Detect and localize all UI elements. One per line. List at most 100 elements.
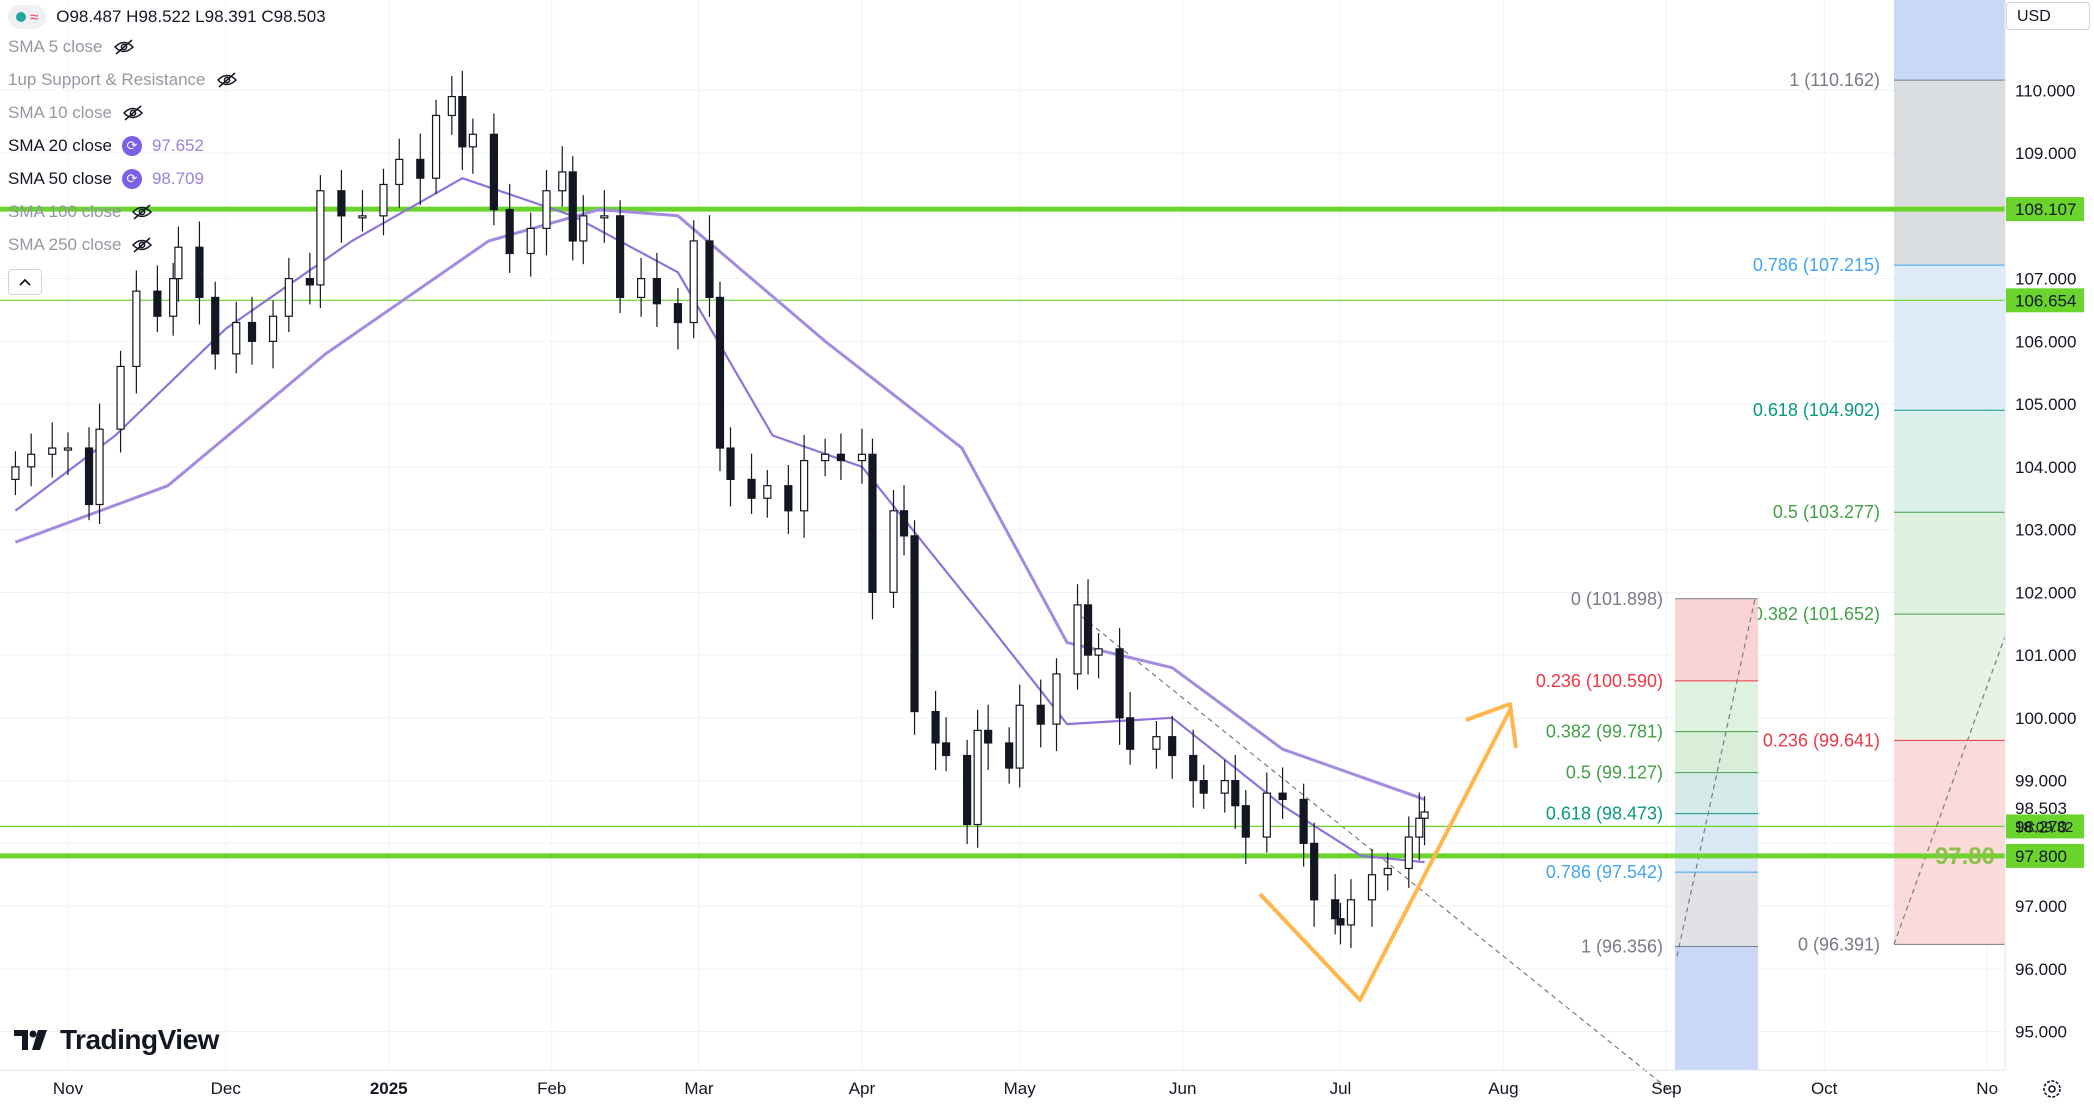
price-tick-label: 95.000 <box>2015 1023 2067 1042</box>
price-axis[interactable] <box>2005 0 2094 1107</box>
candle-body <box>747 478 756 499</box>
candle-body <box>232 321 241 355</box>
fib-level-label: 0.382 (101.652) <box>1753 604 1880 624</box>
indicator-label: SMA 20 close <box>8 135 112 155</box>
indicator-row[interactable]: SMA 100 close <box>8 195 332 228</box>
price-tick-label: 103.000 <box>2015 521 2076 540</box>
indicator-row[interactable]: SMA 5 close <box>8 30 332 63</box>
fib-trend-line <box>1893 636 2006 945</box>
time-tick-label: Dec <box>211 1079 242 1098</box>
indicator-row[interactable]: SMA 250 close <box>8 228 332 261</box>
candle-body <box>889 510 898 593</box>
candle-body <box>1241 805 1250 838</box>
price-tick-label: 100.000 <box>2015 709 2076 728</box>
candle-body <box>1168 736 1177 757</box>
indicator-value: 97.652 <box>151 135 204 155</box>
fib-zone <box>1894 740 2005 945</box>
fib-zone <box>1675 813 1758 873</box>
fib-zone <box>1675 731 1758 773</box>
indicator-row[interactable]: 1up Support & Resistance <box>8 63 332 96</box>
eye-off-icon[interactable] <box>131 236 153 253</box>
fib-zone <box>1894 512 2005 615</box>
candle-body <box>673 303 683 324</box>
candle-body <box>1052 673 1061 725</box>
eye-off-icon[interactable] <box>122 104 144 121</box>
candle-body <box>726 447 735 480</box>
candle-body <box>1404 836 1413 870</box>
indicator-label: SMA 50 close <box>8 168 112 188</box>
time-tick-label: Oct <box>1811 1079 1838 1098</box>
candle-body <box>1126 717 1135 750</box>
fib-zone <box>1894 614 2005 741</box>
fib-level-label: 0 (96.391) <box>1798 934 1880 954</box>
status-pill[interactable]: ≈ <box>8 5 47 29</box>
candle-body <box>931 710 940 744</box>
indicator-list: SMA 5 close 1up Support & Resistance SMA 1… <box>8 30 332 261</box>
candle-body <box>1415 817 1424 838</box>
candle-body <box>153 290 162 317</box>
candle-body <box>784 485 793 512</box>
candle-body <box>1115 648 1124 719</box>
indicator-label: SMA 5 close <box>8 36 103 56</box>
price-badge <box>2006 843 2084 868</box>
cycle-icon[interactable]: ⟳ <box>121 135 142 156</box>
candle-body <box>910 535 919 713</box>
price-tick-label: 110.000 <box>2015 81 2075 100</box>
indicator-row[interactable]: SMA 50 close ⟳ 98.709 <box>8 162 332 195</box>
candle-body <box>447 96 456 117</box>
candle-body <box>689 240 698 324</box>
tradingview-logo-icon <box>14 1030 47 1050</box>
fib-level-label: 0.618 (104.902) <box>1753 400 1880 420</box>
time-tick-label: 2025 <box>370 1079 408 1098</box>
candle-body <box>1083 604 1093 656</box>
last-price-label: 98.503 <box>2015 799 2067 818</box>
candle-body <box>316 190 325 286</box>
fib-level-label: 0.5 (99.127) <box>1566 763 1663 783</box>
candle-body <box>1367 874 1377 901</box>
indicator-legend: ≈ O98.487 H98.522 L98.391 C98.503 SMA 5 … <box>8 4 332 295</box>
price-badge-label: 108.107 <box>2015 200 2076 219</box>
cycle-icon[interactable]: ⟳ <box>121 168 142 189</box>
sma20-line <box>14 177 1425 864</box>
indicator-row[interactable]: SMA 20 close ⟳ 97.652 <box>8 129 332 162</box>
brand-name: TradingView <box>60 1024 219 1055</box>
candle-body <box>1310 842 1319 901</box>
candle-body <box>1015 704 1024 769</box>
indicator-row[interactable]: SMA 10 close <box>8 96 332 129</box>
candle-body <box>1220 779 1229 794</box>
fib-level-label: 1 (110.162) <box>1789 70 1880 90</box>
candle-body <box>984 729 993 744</box>
candle-body <box>132 290 141 368</box>
candle-body <box>337 190 346 217</box>
candle-body <box>763 485 772 499</box>
time-tick-label: Apr <box>849 1079 876 1098</box>
price-badge <box>2006 197 2084 222</box>
candle-body <box>458 96 467 148</box>
eye-off-icon[interactable] <box>131 203 153 220</box>
price-tick-label: 107.000 <box>2015 270 2076 289</box>
gear-icon[interactable] <box>2040 1077 2064 1101</box>
candle-body <box>1036 704 1045 725</box>
candle-body <box>174 246 183 280</box>
currency-selector[interactable]: USD <box>2006 2 2090 30</box>
candle-body <box>1336 918 1345 926</box>
tradingview-logo[interactable]: TradingView <box>14 1024 219 1056</box>
price-tick-label: 102.000 <box>2015 583 2076 602</box>
candle-body <box>963 754 972 826</box>
candle-body <box>11 466 20 481</box>
candle-body <box>600 215 609 219</box>
collapse-legend-button[interactable] <box>8 269 42 295</box>
fib-zone <box>1675 598 1758 681</box>
candle-body <box>857 453 867 462</box>
fib-level-label: 0.5 (103.277) <box>1773 502 1880 522</box>
fib-zone <box>1894 265 2005 411</box>
eye-off-icon[interactable] <box>216 71 238 88</box>
candle-body <box>526 227 535 255</box>
price-tick-label: 106.000 <box>2015 332 2076 351</box>
eye-off-icon[interactable] <box>113 38 135 55</box>
candle-body <box>379 183 388 217</box>
indicator-value: 98.709 <box>151 168 204 188</box>
fib-trend-line <box>1676 598 1756 957</box>
candle-body <box>169 278 178 317</box>
